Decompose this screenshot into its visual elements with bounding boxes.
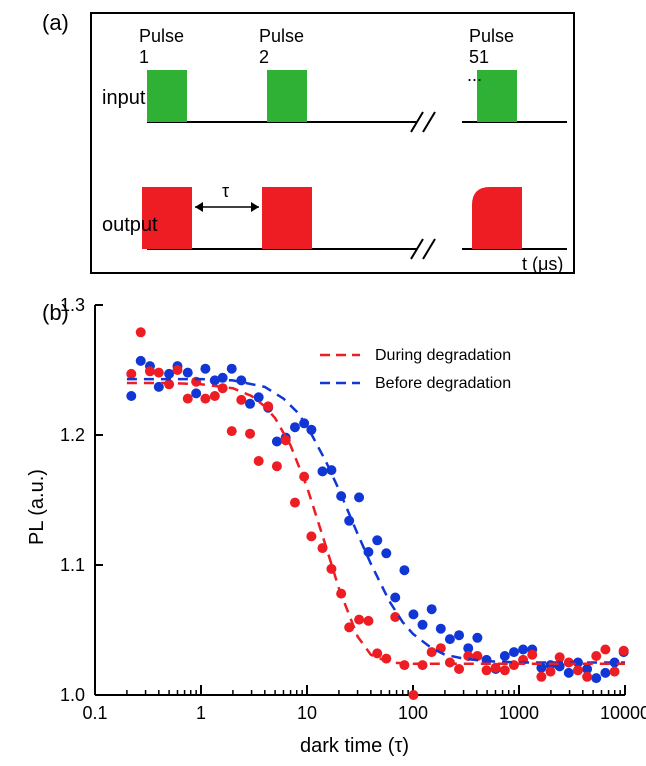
svg-text:1.0: 1.0 [60, 685, 85, 705]
panel-b-chart: 1.0 1.1 1.2 1.3 0.1 1 10 100 1000 10000 During deg… [0, 0, 646, 766]
svg-text:1.1: 1.1 [60, 555, 85, 575]
svg-text:0.1: 0.1 [82, 703, 107, 723]
svg-text:1: 1 [196, 703, 206, 723]
svg-text:100: 100 [398, 703, 428, 723]
svg-text:During degradation: During degradation [375, 347, 511, 364]
svg-text:Before degradation: Before degradation [375, 375, 511, 392]
y-axis-label: PL (a.u.) [26, 469, 49, 545]
svg-text:1.2: 1.2 [60, 425, 85, 445]
svg-text:1000: 1000 [499, 703, 539, 723]
x-axis-label: dark time (τ) [300, 735, 409, 758]
svg-text:10000: 10000 [600, 703, 646, 723]
chart-svg: 1.0 1.1 1.2 1.3 0.1 1 10 100 1000 10000 During deg… [0, 0, 646, 766]
svg-text:1.3: 1.3 [60, 295, 85, 315]
svg-text:10: 10 [297, 703, 317, 723]
